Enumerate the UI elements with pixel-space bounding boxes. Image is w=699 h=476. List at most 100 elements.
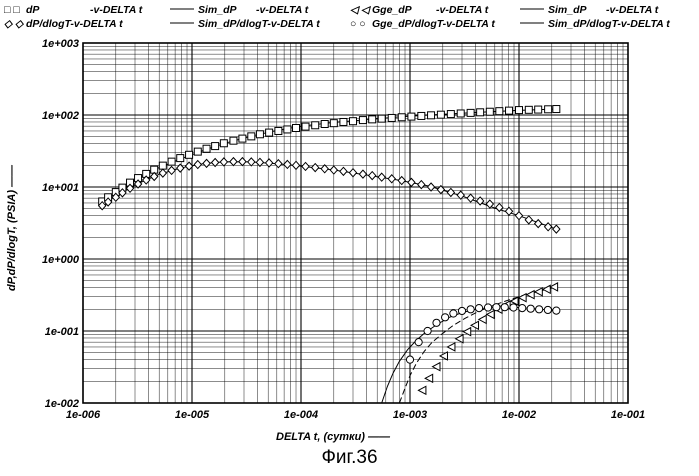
data-point <box>552 224 561 234</box>
data-point <box>407 112 416 121</box>
data-point <box>456 190 465 200</box>
data-point <box>283 159 292 170</box>
data-point <box>526 304 535 313</box>
data-point <box>466 108 475 117</box>
grid-minor <box>83 43 628 403</box>
data-point <box>469 320 480 331</box>
data-point <box>387 113 396 122</box>
data-point <box>210 157 220 168</box>
data-point <box>417 385 427 396</box>
data-point <box>367 170 377 181</box>
data-point <box>483 303 493 312</box>
data-point <box>255 157 265 168</box>
legend-label: Sim_dP <box>548 4 588 16</box>
data-point <box>504 206 514 217</box>
data-point <box>466 193 475 203</box>
legend-label: Sim_dP/dlogT-v-DELTA t <box>548 18 670 30</box>
legend: □ □ dP -v-DELTA t Sim_dP -v-DELTA t ◁ ◁ Gge_dP… <box>4 4 670 30</box>
data-point <box>329 165 339 175</box>
legend-label: Gge_dP <box>372 4 413 16</box>
simulated-curve-dashed <box>398 286 557 404</box>
y-tick-label: 1e+003 <box>42 38 79 50</box>
data-point <box>158 168 168 178</box>
data-point <box>552 306 561 315</box>
data-point <box>407 177 416 188</box>
data-point <box>175 163 185 173</box>
figure-caption: Фиг.36 <box>321 447 378 468</box>
data-point <box>202 158 211 169</box>
data-point <box>193 147 202 156</box>
data-point <box>329 119 338 128</box>
data-point <box>466 305 475 314</box>
legend-label: dP <box>26 4 40 16</box>
y-tick-label: 1e+001 <box>42 182 79 194</box>
data-point <box>310 162 320 173</box>
data-point <box>462 326 472 337</box>
data-point <box>515 106 523 115</box>
data-point <box>446 187 456 198</box>
legend-suffix: -v-DELTA t <box>90 4 143 16</box>
data-point <box>517 292 527 303</box>
data-point <box>118 188 127 198</box>
data-point <box>417 179 426 190</box>
data-point <box>274 126 283 135</box>
data-point <box>167 157 176 166</box>
legend-label: Gge_dP/dlogT-v-DELTA t <box>372 18 495 30</box>
data-point <box>265 128 274 137</box>
data-point <box>184 161 194 171</box>
data-point <box>417 111 426 120</box>
data-point <box>229 156 238 167</box>
legend-label: Sim_dP/dlogT-v-DELTA t <box>198 18 320 30</box>
data-point <box>339 117 348 126</box>
x-axis-label: DELTA t, (сутки) —— <box>276 431 391 443</box>
y-tick-label: 1e+002 <box>42 110 79 122</box>
data-point <box>524 215 534 225</box>
data-point <box>211 142 220 151</box>
data-point <box>431 361 441 372</box>
y-tick-labels: 1e-002 1e-001 1e+000 1e+001 1e+002 1e+003 <box>42 38 80 410</box>
data-point <box>509 296 519 306</box>
data-point <box>405 355 415 364</box>
data-point <box>495 107 504 116</box>
data-point <box>219 139 228 148</box>
data-point <box>549 282 559 292</box>
data-point <box>533 218 543 229</box>
data-point <box>414 338 423 347</box>
series-square <box>98 105 561 206</box>
data-point <box>103 197 113 207</box>
data-point <box>348 167 358 178</box>
data-point <box>543 305 552 315</box>
data-point <box>436 110 445 119</box>
data-point <box>238 156 247 167</box>
data-point <box>368 115 377 124</box>
data-point <box>525 289 535 300</box>
data-point <box>485 107 494 116</box>
simulated-curve <box>381 306 557 404</box>
y-tick-label: 1e-002 <box>45 398 79 410</box>
data-point <box>264 158 274 168</box>
data-point <box>397 175 407 186</box>
data-point <box>133 179 143 189</box>
legend-marker: □ □ <box>4 4 20 16</box>
data-point <box>514 210 524 221</box>
data-point <box>456 109 465 118</box>
data-point <box>535 305 544 314</box>
data-point <box>552 105 561 114</box>
data-point <box>149 171 159 182</box>
data-point <box>320 119 329 128</box>
data-point <box>377 114 386 123</box>
data-point <box>185 150 194 159</box>
data-point <box>176 154 185 163</box>
data-point <box>449 309 458 318</box>
data-point <box>475 196 485 206</box>
data-point <box>247 157 256 167</box>
data-point <box>377 172 386 182</box>
data-point <box>141 175 151 185</box>
data-point <box>423 326 432 336</box>
data-point <box>247 132 256 141</box>
legend-suffix: -v-DELTA t <box>256 4 309 16</box>
data-point <box>291 160 301 171</box>
legend-suffix: -v-DELTA t <box>606 4 659 16</box>
x-tick-label: 1e-006 <box>66 409 101 421</box>
data-point <box>457 306 467 316</box>
